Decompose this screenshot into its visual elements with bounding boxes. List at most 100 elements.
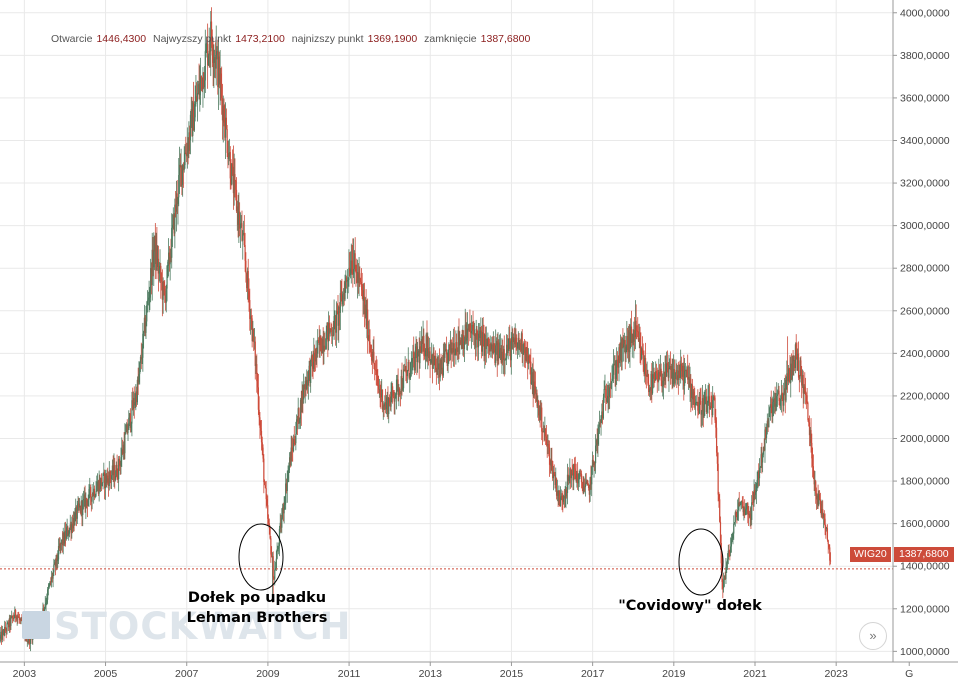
candle-body <box>168 252 170 265</box>
candle-body <box>731 538 733 541</box>
candle-body <box>260 430 263 443</box>
candle-body <box>199 83 201 96</box>
candle-body <box>739 504 741 507</box>
candle-body <box>726 563 728 568</box>
candle-body <box>243 233 245 246</box>
candle-body <box>655 371 658 374</box>
candle-body <box>43 608 45 612</box>
candle-body <box>691 384 693 400</box>
candle-body <box>107 475 109 479</box>
candle-body <box>523 343 526 354</box>
candle-body <box>7 622 10 628</box>
candle-body <box>663 377 665 381</box>
candle-body <box>353 253 355 270</box>
candle-body <box>245 260 247 274</box>
candle-body <box>815 493 818 500</box>
candle-body <box>648 383 650 393</box>
candle-body <box>200 76 202 84</box>
candle-body <box>521 333 523 354</box>
candle-body <box>127 429 129 434</box>
candle-body <box>381 389 383 398</box>
candle-body <box>407 361 409 371</box>
candle-body <box>699 397 701 401</box>
candle-body <box>580 473 583 483</box>
candle-body <box>578 474 580 480</box>
candle-body <box>80 501 82 513</box>
candle-body <box>235 189 238 212</box>
candle-body <box>570 468 572 479</box>
candle-body <box>94 495 96 498</box>
candle-body <box>821 509 823 515</box>
candle-body <box>413 351 415 358</box>
candle-body <box>203 80 206 88</box>
candle-body <box>592 459 594 466</box>
candle-body <box>541 407 543 432</box>
y-tick-label: 2000,0000 <box>900 433 950 445</box>
candle-body <box>102 473 104 484</box>
candle-body <box>90 496 92 502</box>
candle-body <box>75 507 78 519</box>
candle-body <box>203 72 205 88</box>
y-tick-label: 2800,0000 <box>900 263 950 275</box>
candle-body <box>758 471 760 479</box>
candle-body <box>115 464 117 477</box>
candle-body <box>502 349 505 360</box>
candle-body <box>551 460 553 461</box>
candle-body <box>71 523 73 533</box>
candle-body <box>713 396 715 398</box>
candle-body <box>3 630 5 636</box>
candle-body <box>300 399 302 413</box>
candle-body <box>427 348 430 358</box>
y-tick-label: 3200,0000 <box>900 178 950 190</box>
candle-body <box>299 399 302 420</box>
candle-body <box>545 436 548 445</box>
scroll-forward-button[interactable]: » <box>859 622 887 650</box>
candle-body <box>744 509 747 516</box>
candle-body <box>100 477 102 489</box>
candle-body <box>477 333 480 348</box>
candle-body <box>580 473 582 475</box>
candle-body <box>143 317 146 332</box>
candle-body <box>481 330 483 352</box>
candle-body <box>406 372 408 377</box>
candle-body <box>292 438 295 452</box>
candle-body <box>47 589 49 600</box>
candle-body <box>784 388 786 401</box>
candle-body <box>356 273 358 283</box>
candle-body <box>282 507 284 514</box>
candle-body <box>101 483 103 486</box>
candle-body <box>607 395 609 399</box>
lehman-annotation: Dołek po upadku Lehman Brothers <box>182 588 332 628</box>
candle-body <box>760 454 762 468</box>
candle-body <box>609 387 611 397</box>
candle-body <box>205 49 207 52</box>
candle-body <box>826 528 828 529</box>
candle-body <box>629 332 631 353</box>
candle-body <box>381 389 384 410</box>
candle-body <box>93 488 96 498</box>
candle-body <box>92 494 94 496</box>
candle-body <box>211 40 213 55</box>
candle-body <box>68 533 70 536</box>
candle-body <box>536 393 538 407</box>
candle-body <box>172 214 174 225</box>
candle-body <box>498 349 501 358</box>
candle-body <box>473 329 475 336</box>
candle-body <box>577 473 579 484</box>
candle-body <box>463 335 465 350</box>
candle-body <box>503 349 505 361</box>
candle-body <box>230 178 232 185</box>
candle-body <box>768 413 770 428</box>
candle-body <box>810 430 812 443</box>
candle-body <box>310 355 313 360</box>
candle-body <box>434 356 437 370</box>
candle-body <box>26 641 28 642</box>
candle-body <box>314 360 316 362</box>
candle-body <box>345 277 348 281</box>
candle-body <box>506 344 508 353</box>
candle-body <box>456 342 458 350</box>
candle-body <box>715 427 718 453</box>
candle-body <box>17 616 19 618</box>
candle-body <box>443 353 445 358</box>
